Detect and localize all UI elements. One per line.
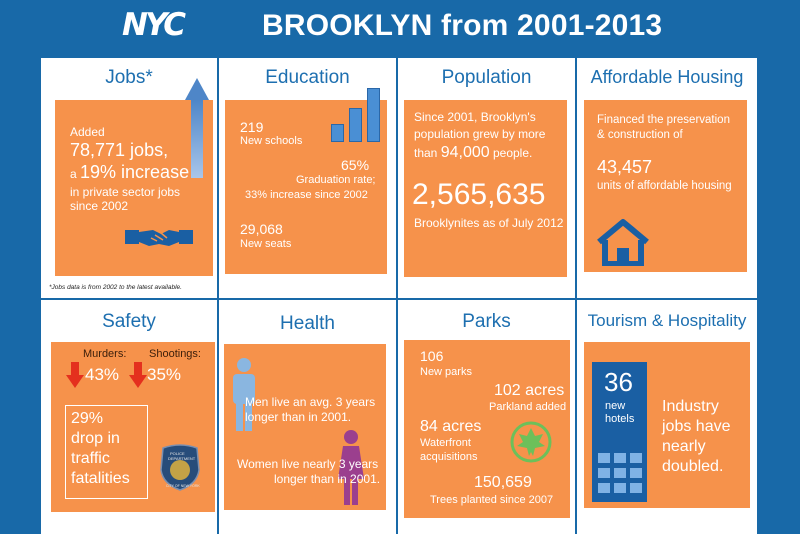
tourism-card: Tourism & Hospitality 36 new hotels Indu… — [577, 300, 757, 534]
housing-line2: & construction of — [597, 129, 683, 141]
parks-water-label1: Waterfront — [420, 437, 471, 449]
schools-num: 219 — [240, 119, 264, 135]
jobs-title: Jobs* — [105, 67, 153, 88]
pop-line2: population grew by more — [414, 127, 546, 141]
bar-chart-icon-bar3 — [367, 88, 380, 142]
health-men2: longer than in 2001. — [245, 410, 352, 424]
nyc-logo: NYC — [122, 7, 186, 43]
badge-text3: CITY OF NEW YORK — [166, 484, 200, 488]
education-title: Education — [265, 67, 350, 88]
schools-label: New schools — [240, 135, 303, 147]
parks-water-num: 84 acres — [420, 418, 482, 435]
traffic-line2: drop in — [71, 430, 120, 447]
parks-trees-label: Trees planted since 2007 — [430, 494, 554, 506]
murders-val: 43% — [85, 365, 120, 384]
page-title: BROOKLYN from 2001-2013 — [262, 9, 663, 42]
jobs-big1: 78,771 jobs, — [70, 140, 169, 160]
housing-label: units of affordable housing — [597, 180, 732, 192]
shootings-val: 35% — [147, 365, 182, 384]
housing-num: 43,457 — [597, 157, 653, 177]
hotel-building-icon — [592, 362, 647, 502]
tourism-title: Tourism & Hospitality — [587, 311, 747, 330]
jobs-panel — [55, 100, 213, 276]
hotels-label1: new — [605, 400, 626, 412]
jobs-big2: 19% increase — [80, 162, 190, 182]
tourism-line2: jobs have — [662, 418, 731, 435]
tourism-line4: doubled. — [662, 458, 724, 475]
housing-title: Affordable Housing — [590, 67, 744, 87]
grad-label1: Graduation rate; — [296, 174, 376, 186]
health-men1: Men live an avg. 3 years — [245, 395, 376, 409]
badge-text2: DEPARTMENT — [168, 456, 196, 461]
parks-new-num: 106 — [420, 348, 444, 364]
traffic-line1: 29% — [71, 410, 104, 427]
down-arrow-icon — [66, 362, 84, 388]
parks-trees-num: 150,659 — [474, 474, 532, 491]
safety-title: Safety — [102, 311, 156, 332]
grad-num: 65% — [341, 157, 370, 173]
tourism-line3: nearly — [662, 438, 706, 455]
grad-label2: 33% increase since 2002 — [245, 189, 368, 201]
safety-card: Safety Murders: Shootings: 43% 35% 29% d… — [41, 300, 217, 534]
pop-line3b: 94,000 — [440, 144, 490, 161]
up-arrow-head-icon — [185, 78, 209, 100]
parks-card: Parks 106 New parks 102 acres Parkland a… — [398, 300, 575, 534]
parks-acres-label: Parkland added — [489, 401, 567, 413]
house-icon — [597, 219, 649, 266]
jobs-line2: a 19% increase — [70, 162, 189, 183]
education-card: Education 219 New schools 65% Graduation… — [219, 58, 396, 298]
down-arrow-icon — [129, 362, 147, 388]
population-title: Population — [441, 67, 532, 88]
jobs-line1: Added — [70, 125, 105, 139]
parks-panel — [404, 340, 570, 518]
pop-label: Brooklynites as of July 2012 — [414, 216, 564, 230]
traffic-box — [65, 405, 148, 499]
pop-line3a: than — [414, 146, 441, 160]
hotel-windows-icon — [598, 453, 642, 493]
bar-chart-icon-bar2 — [349, 108, 362, 142]
parks-new-label: New parks — [420, 366, 472, 378]
tourism-line1: Industry — [662, 398, 719, 415]
jobs-line2a: a — [70, 167, 81, 181]
traffic-line4: fatalities — [71, 470, 130, 487]
pop-line3c: people. — [489, 146, 533, 160]
header: NYC BROOKLYN from 2001-2013 — [0, 0, 800, 52]
population-card: Population Since 2001, Brooklyn's popula… — [398, 58, 575, 298]
housing-line1: Financed the preservation — [597, 114, 730, 126]
up-arrow-icon — [191, 100, 203, 178]
hotels-num: 36 — [604, 367, 633, 397]
parks-title: Parks — [462, 311, 511, 332]
shootings-label: Shootings: — [149, 348, 201, 360]
population-panel — [404, 100, 567, 277]
seats-num: 29,068 — [240, 221, 283, 237]
hotels-label2: hotels — [605, 413, 635, 425]
bar-chart-icon-bar1 — [331, 124, 344, 142]
man-icon — [233, 358, 255, 431]
seats-label: New seats — [240, 238, 292, 250]
pop-line1: Since 2001, Brooklyn's — [414, 110, 536, 124]
jobs-line4: since 2002 — [70, 199, 129, 213]
health-women1: Women live nearly 3 years — [237, 457, 379, 471]
health-title: Health — [280, 313, 335, 334]
handshake-icon — [125, 230, 193, 246]
parks-acres-num: 102 acres — [494, 382, 565, 399]
pop-big: 2,565,635 — [412, 178, 546, 211]
housing-panel — [584, 100, 747, 272]
woman-icon — [338, 430, 364, 505]
jobs-footnote: *Jobs data is from 2002 to the latest av… — [49, 284, 182, 291]
police-badge-icon — [160, 444, 200, 491]
traffic-line3: traffic — [71, 450, 110, 467]
pop-line3: than 94,000 people. — [414, 144, 532, 162]
parks-water-label2: acquisitions — [420, 451, 478, 463]
parks-leaf-icon — [510, 421, 552, 463]
health-card: Health Men live an avg. 3 years longer t… — [219, 300, 396, 534]
murders-label: Murders: — [83, 348, 127, 360]
housing-card: Affordable Housing Financed the preserva… — [577, 58, 757, 298]
badge-text1: POLICE — [170, 451, 185, 456]
jobs-card: Jobs* Added 78,771 jobs, a 19% increase … — [41, 58, 217, 298]
health-women2: longer than in 2001. — [274, 472, 381, 486]
jobs-line3: in private sector jobs — [70, 185, 181, 199]
